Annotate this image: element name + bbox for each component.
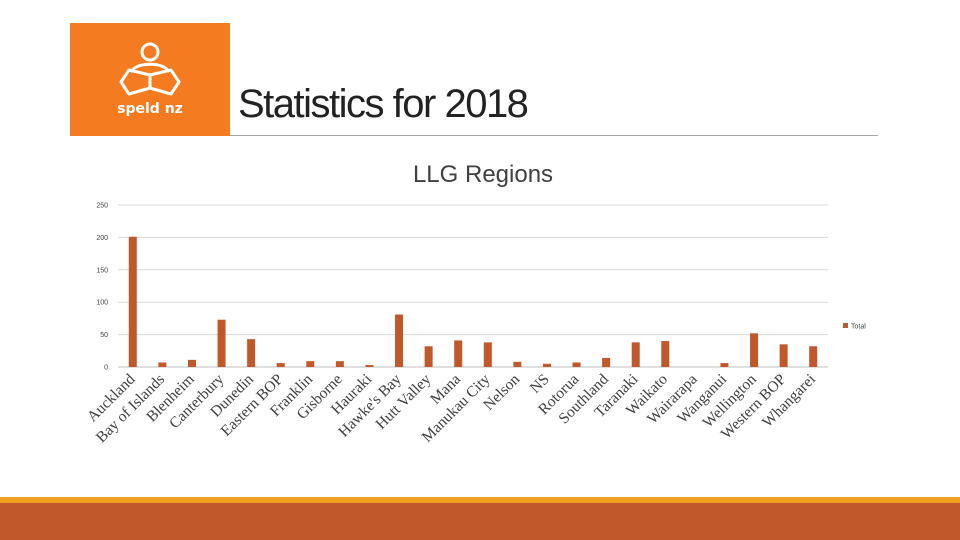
- bar: [779, 344, 788, 367]
- bar: [809, 346, 818, 367]
- bar: [335, 361, 344, 367]
- footer-accent-line: [0, 497, 960, 503]
- y-tick-label: 100: [96, 300, 108, 307]
- reading-person-icon: [119, 42, 181, 96]
- bar: [424, 346, 433, 367]
- bar: [187, 359, 196, 367]
- bar: [217, 319, 226, 367]
- bar: [365, 365, 374, 367]
- legend-swatch: [843, 323, 848, 328]
- y-tick-label: 200: [96, 235, 108, 242]
- bar: [572, 362, 581, 367]
- bar: [513, 361, 522, 367]
- bar: [542, 363, 551, 367]
- bar: [720, 363, 729, 367]
- bar: [750, 333, 759, 367]
- bar: [661, 341, 670, 367]
- y-tick-label: 0: [104, 365, 108, 372]
- y-tick-label: 50: [100, 332, 108, 339]
- bar: [247, 339, 256, 367]
- bar: [631, 342, 640, 367]
- y-tick-label: 250: [96, 203, 108, 210]
- logo-text: speld nz: [117, 101, 183, 117]
- bar: [306, 361, 315, 367]
- bar: [128, 236, 137, 367]
- bar: [158, 362, 167, 367]
- legend-label: Total: [851, 324, 866, 331]
- page-title: Statistics for 2018: [238, 82, 529, 126]
- bar: [483, 342, 492, 367]
- bar: [395, 314, 404, 367]
- chart-title: LLG Regions: [413, 161, 553, 188]
- title-divider: [230, 135, 878, 136]
- footer-band: [0, 503, 960, 540]
- bar: [454, 340, 463, 367]
- bar: [602, 357, 611, 367]
- bar: [276, 363, 285, 367]
- speld-logo: speld nz: [70, 23, 230, 136]
- y-tick-label: 150: [96, 267, 108, 274]
